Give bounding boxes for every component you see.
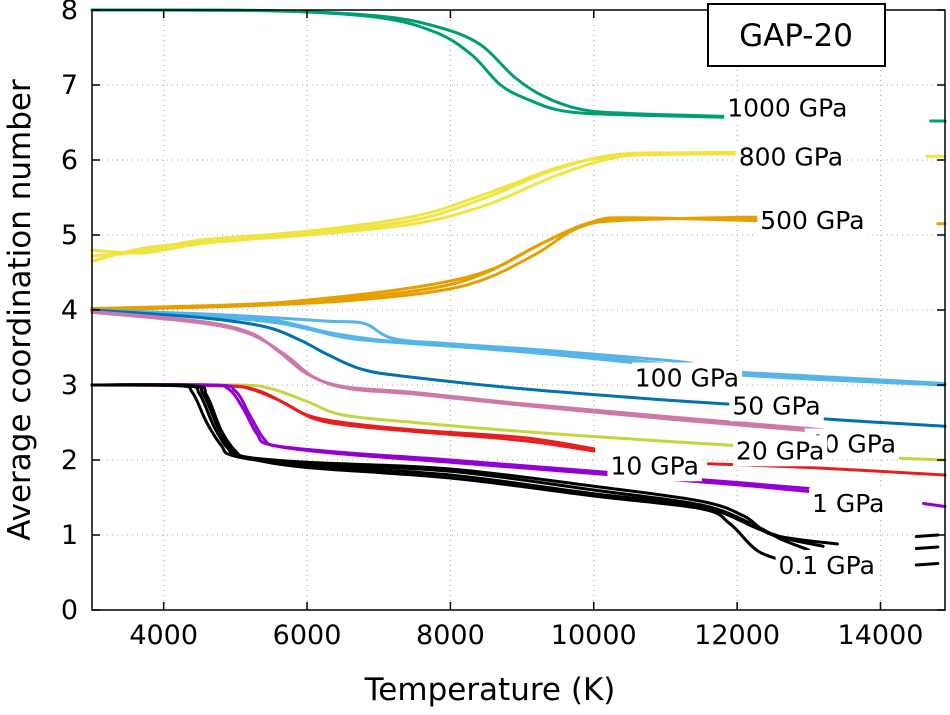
series-0-1-gpa-line-0 [90, 383, 811, 552]
series-0-1-gpa-line-2 [90, 383, 796, 565]
series-0-1-gpa-tail3 [914, 562, 940, 567]
axis-ticks: 0 1 2 3 4 5 6 7 8 4000 6000 8000 10000 12000 14000 [61, 0, 945, 651]
series-0-1-gpa-line-1 [90, 383, 825, 548]
x-tick-label-14000: 14000 [838, 620, 924, 651]
series-20-gpa-label-bg [732, 435, 828, 467]
series-50-gpa-label: 50 GPa [732, 391, 820, 420]
series-1000-gpa-label: 1000 GPa [727, 94, 847, 123]
series-100-gpa-line-0 [90, 308, 947, 387]
series-curves [90, 8, 947, 567]
series-0-1-gpa-label-bg [775, 550, 878, 581]
x-tick-label-4000: 4000 [129, 620, 198, 651]
series-100-gpa-label: 100 GPa [635, 364, 739, 393]
series-10-gpa-line-2 [706, 462, 947, 477]
series-40-gpa-line-1 [90, 310, 847, 436]
series-10-gpa-line-1 [90, 383, 596, 453]
legend-box-label: GAP-20 [739, 18, 853, 54]
series-800-gpa-line-2 [90, 152, 811, 258]
y-tick-label-6: 6 [61, 145, 78, 176]
y-tick-label-7: 7 [61, 70, 78, 101]
series-1-gpa-label: 1 GPa [812, 489, 885, 518]
series-1-gpa-line-2 [921, 502, 947, 508]
y-tick-label-0: 0 [61, 595, 78, 626]
series-500-gpa-label-bg [757, 205, 868, 236]
series-100-gpa-label-bg [631, 362, 743, 394]
y-tick-label-5: 5 [61, 220, 78, 251]
series-0-1-gpa-tail [914, 533, 940, 538]
series-50-gpa-label-bg [729, 390, 824, 422]
y-tick-label-3: 3 [61, 370, 78, 401]
series-20-gpa-label: 20 GPa [736, 436, 824, 465]
series-500-gpa-line-1 [90, 216, 811, 310]
series-1000-gpa-line-0 [90, 8, 796, 121]
series-0-1-gpa-line-3 [90, 383, 839, 546]
series-500-gpa-line-2 [90, 216, 811, 311]
y-tick-label-4: 4 [61, 295, 78, 326]
x-axis-label: Temperature (K) [364, 672, 616, 708]
series-500-gpa-label: 500 GPa [760, 206, 864, 235]
x-tick-label-8000: 8000 [416, 620, 485, 651]
y-axis-label: Average coordination number [2, 79, 38, 541]
series-0-1-gpa-tail2 [914, 545, 940, 550]
series-800-gpa-label: 800 GPa [739, 142, 843, 171]
y-tick-label-1: 1 [61, 520, 78, 551]
series-1-gpa-label-bg [808, 487, 888, 519]
series-800-gpa-line-1 [90, 151, 811, 255]
series-1000-gpa-label-bg [724, 92, 851, 124]
x-tick-label-12000: 12000 [694, 620, 780, 651]
y-tick-label-8: 8 [61, 0, 78, 26]
y-tick-label-2: 2 [61, 445, 78, 476]
series-100-gpa-line-2 [90, 309, 947, 385]
series-10-gpa-label: 10 GPa [610, 451, 698, 480]
series-0-1-gpa-label: 0.1 GPa [779, 551, 875, 580]
series-800-gpa-label-bg [735, 141, 847, 173]
series-1000-gpa-line-1 [90, 8, 796, 120]
legend-box: GAP-20 [707, 3, 886, 67]
x-tick-label-10000: 10000 [551, 620, 637, 651]
series-10-gpa-label-bg [607, 450, 702, 482]
x-tick-label-6000: 6000 [273, 620, 342, 651]
